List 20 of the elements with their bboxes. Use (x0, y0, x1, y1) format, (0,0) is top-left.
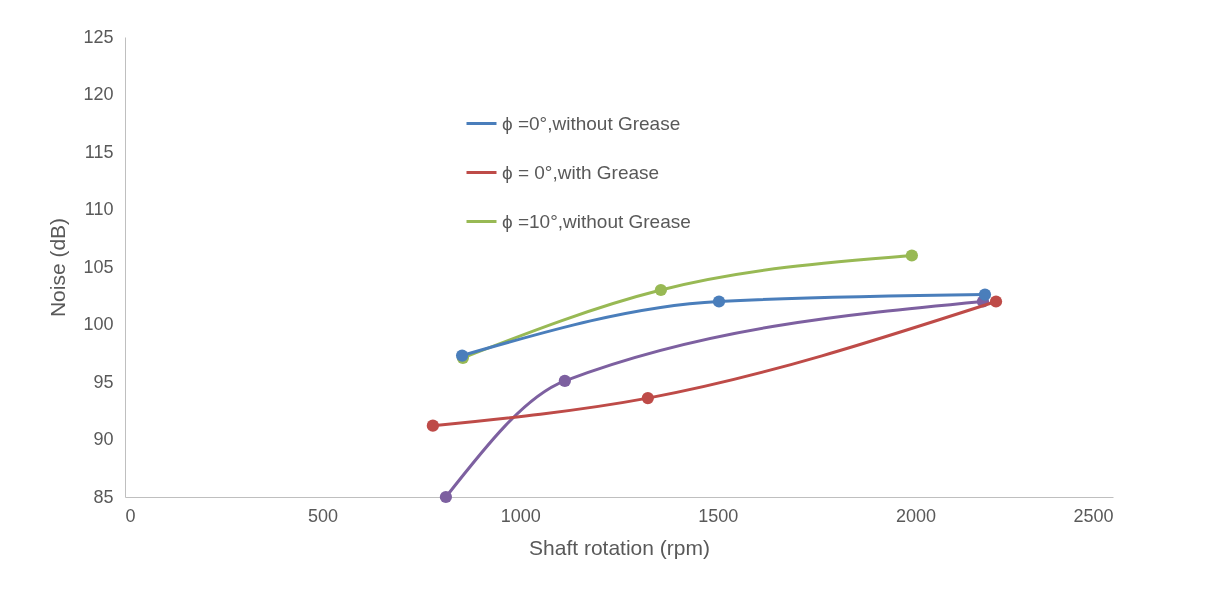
x-tick-label: 1500 (698, 505, 739, 526)
y-tick-label: 95 (93, 371, 114, 392)
y-tick-label: 85 (93, 486, 114, 507)
y-axis-title: Noise (dB) (46, 217, 70, 318)
y-tick-label: 105 (83, 256, 114, 277)
x-tick-label: 2000 (895, 505, 936, 526)
y-tick-label: 100 (83, 314, 114, 334)
legend-label: ϕ = 0°,with Grease (502, 161, 660, 183)
x-tick-label: 0 (125, 505, 136, 526)
y-tick-label: 125 (83, 26, 114, 47)
x-tick-label: 2500 (1073, 505, 1114, 526)
x-axis-title: Shaft rotation (rpm) (529, 535, 710, 559)
legend-label: ϕ =0°,without Grease (502, 112, 681, 134)
legend-label: ϕ =10°,without Grease (502, 210, 691, 232)
y-tick-label: 90 (93, 429, 114, 449)
y-tick-label: 120 (83, 84, 114, 104)
x-tick-label: 500 (308, 505, 339, 526)
x-tick-label: 1000 (500, 505, 541, 526)
y-tick-label: 115 (84, 141, 114, 162)
y-tick-label: 110 (84, 199, 114, 219)
